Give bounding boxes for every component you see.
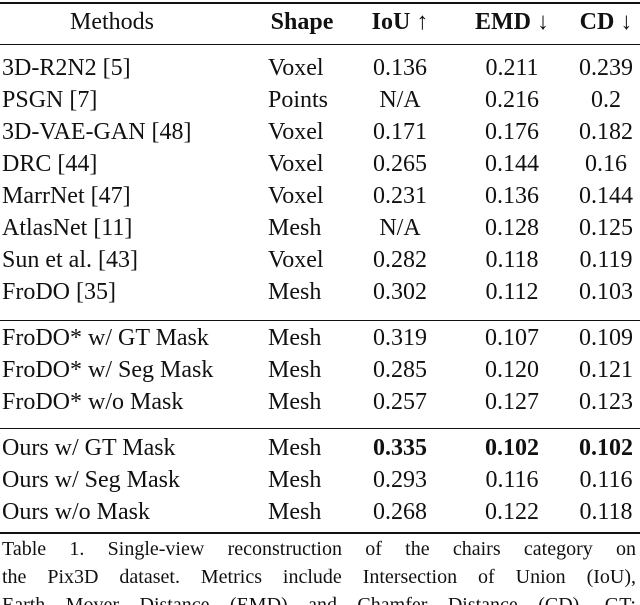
table-cell: 0.136 xyxy=(373,55,427,81)
rule xyxy=(0,2,640,4)
table-cell: 0.102 xyxy=(579,435,633,461)
table-cell: 3D-VAE-GAN [48] xyxy=(2,119,192,145)
header-cell: Methods xyxy=(70,9,154,35)
table-cell: 0.136 xyxy=(485,183,539,209)
table-cell: Voxel xyxy=(268,55,324,81)
table-cell: 0.293 xyxy=(373,467,427,493)
table-cell: 0.128 xyxy=(485,215,539,241)
table-cell: Ours w/ Seg Mask xyxy=(2,467,180,493)
table-cell: Mesh xyxy=(268,279,322,305)
table-cell: Points xyxy=(268,87,329,113)
table-cell: Ours w/ GT Mask xyxy=(2,435,176,461)
table-cell: Mesh xyxy=(268,467,322,493)
table-cell: FroDO [35] xyxy=(2,279,116,305)
caption-line: Earth Mover Distance (EMD) and Chamfer D… xyxy=(2,594,636,605)
table-cell: 0.116 xyxy=(485,467,539,493)
header-cell: Shape xyxy=(270,9,334,35)
table-cell: 0.216 xyxy=(485,87,539,113)
table-cell: 0.127 xyxy=(485,389,539,415)
table-cell: 0.109 xyxy=(579,325,633,351)
table-cell: Ours w/o Mask xyxy=(2,499,150,525)
rule xyxy=(0,532,640,534)
table-cell: 0.182 xyxy=(579,119,633,145)
table-cell: 0.211 xyxy=(485,55,539,81)
table-cell: DRC [44] xyxy=(2,151,98,177)
header-cell: CD ↓ xyxy=(579,9,633,35)
table-cell: PSGN [7] xyxy=(2,87,98,113)
table-cell: FroDO* w/ GT Mask xyxy=(2,325,209,351)
table-cell: Voxel xyxy=(268,151,324,177)
table-cell: 0.265 xyxy=(373,151,427,177)
table-cell: 0.319 xyxy=(373,325,427,351)
table-cell: 0.268 xyxy=(373,499,427,525)
rule xyxy=(0,44,640,45)
table-cell: 0.118 xyxy=(485,247,539,273)
table-cell: Mesh xyxy=(268,435,322,461)
table-cell: FroDO* w/ Seg Mask xyxy=(2,357,214,383)
table-cell: 0.282 xyxy=(373,247,427,273)
table-cell: 0.2 xyxy=(591,87,621,113)
table-cell: Voxel xyxy=(268,247,324,273)
table-cell: Mesh xyxy=(268,499,322,525)
table-cell: 0.257 xyxy=(373,389,427,415)
table-cell: 0.144 xyxy=(579,183,633,209)
table-cell: 0.123 xyxy=(579,389,633,415)
table-cell: 0.144 xyxy=(485,151,539,177)
table-cell: 0.239 xyxy=(579,55,633,81)
table-cell: 0.103 xyxy=(579,279,633,305)
caption-line: the Pix3D dataset. Metrics include Inter… xyxy=(2,566,636,588)
table-cell: 0.335 xyxy=(373,435,427,461)
rule xyxy=(0,320,640,321)
table-cell: 0.107 xyxy=(485,325,539,351)
table-cell: 0.112 xyxy=(485,279,539,305)
table-cell: 0.302 xyxy=(373,279,427,305)
table-cell: 0.119 xyxy=(579,247,633,273)
table-cell: 0.16 xyxy=(585,151,627,177)
table-cell: Mesh xyxy=(268,325,322,351)
table-cell: Voxel xyxy=(268,119,324,145)
table-cell: Mesh xyxy=(268,389,322,415)
table-cell: 0.285 xyxy=(373,357,427,383)
table-cell: 3D-R2N2 [5] xyxy=(2,55,131,81)
table-cell: N/A xyxy=(379,215,421,241)
table-cell: Mesh xyxy=(268,215,322,241)
table-cell: FroDO* w/o Mask xyxy=(2,389,184,415)
table-cell: 0.118 xyxy=(579,499,633,525)
table-cell: 0.176 xyxy=(485,119,539,145)
table-cell: 0.121 xyxy=(579,357,633,383)
table-cell: 0.171 xyxy=(373,119,427,145)
table-cell: Mesh xyxy=(268,357,322,383)
table-cell: 0.102 xyxy=(485,435,539,461)
table-cell: Sun et al. [43] xyxy=(2,247,138,273)
caption-line: Table 1. Single-view reconstruction of t… xyxy=(2,538,636,560)
table-cell: 0.120 xyxy=(485,357,539,383)
header-cell: EMD ↓ xyxy=(475,9,549,35)
rule xyxy=(0,428,640,429)
table-cell: Voxel xyxy=(268,183,324,209)
table-cell: N/A xyxy=(379,87,421,113)
table-cell: 0.116 xyxy=(579,467,633,493)
table-cell: 0.122 xyxy=(485,499,539,525)
table-cell: MarrNet [47] xyxy=(2,183,131,209)
table-cell: 0.231 xyxy=(373,183,427,209)
table-cell: 0.125 xyxy=(579,215,633,241)
header-cell: IoU ↑ xyxy=(371,9,429,35)
table-cell: AtlasNet [11] xyxy=(2,215,133,241)
